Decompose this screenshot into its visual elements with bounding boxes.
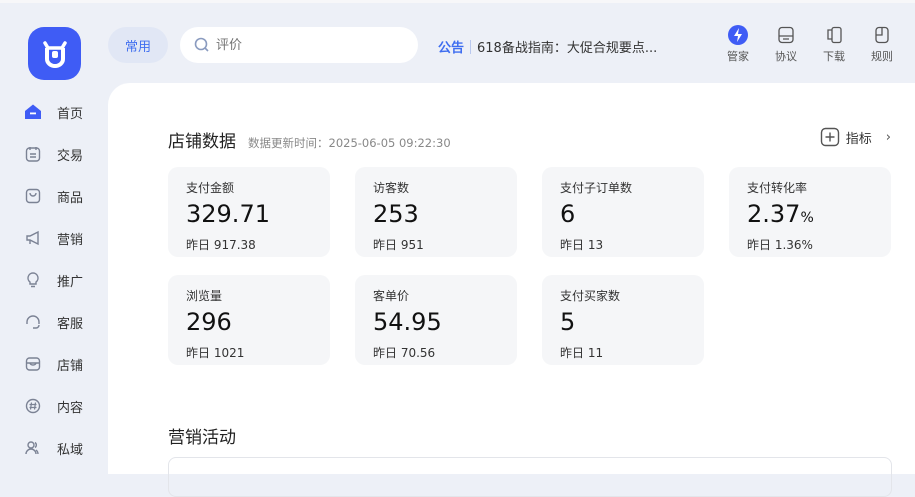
metric-number: 6	[560, 200, 576, 228]
metric-number: 5	[560, 308, 576, 336]
hash-icon	[24, 397, 42, 415]
sidebar-item-label: 商品	[57, 190, 84, 206]
metric-number: 253	[373, 200, 419, 228]
metric-yesterday: 昨日 70.56	[373, 346, 436, 360]
tool-button-1[interactable]: 协议	[769, 25, 803, 64]
notice-text[interactable]: 618备战指南：大促合规要点...	[477, 41, 658, 56]
marketing-panel	[168, 457, 892, 497]
metric-number: 329.71	[186, 200, 270, 228]
metric-value: 6	[560, 200, 686, 232]
metric-card[interactable]: 支付金额 329.71 昨日 917.38	[168, 167, 330, 257]
sidebar-item-3[interactable]: 营销	[0, 217, 108, 259]
sidebar-nav: 首页交易商品营销推广客服店铺内容私域	[0, 91, 108, 469]
metric-label: 支付子订单数	[560, 181, 633, 195]
metric-number: 296	[186, 308, 232, 336]
section-title: 店铺数据	[168, 132, 236, 152]
sidebar-item-5[interactable]: 客服	[0, 301, 108, 343]
metric-label: 客单价	[373, 289, 410, 303]
metric-card[interactable]: 支付子订单数 6 昨日 13	[542, 167, 704, 257]
metric-yesterday: 昨日 917.38	[186, 238, 256, 252]
sidebar-item-8[interactable]: 私域	[0, 427, 108, 469]
metric-number: 54.95	[373, 308, 442, 336]
rules-icon	[872, 25, 892, 45]
app-logo[interactable]	[28, 27, 81, 80]
plus-square-icon	[820, 127, 839, 147]
sidebar-item-1[interactable]: 交易	[0, 133, 108, 175]
sidebar-item-label: 私域	[57, 442, 84, 458]
tool-label: 规则	[871, 50, 893, 63]
megaphone-icon	[24, 229, 42, 247]
main-panel: 店铺数据 数据更新时间：2025-06-05 09:22:30 指标 › 支付金…	[108, 83, 915, 497]
marketing-title: 营销活动	[168, 428, 236, 448]
metric-value: 5	[560, 308, 686, 340]
metric-yesterday: 昨日 1.36%	[747, 238, 813, 252]
agreement-icon	[776, 25, 796, 45]
shop-icon	[24, 355, 42, 373]
metric-value: 296	[186, 308, 312, 340]
metric-value: 329.71	[186, 200, 312, 232]
metric-unit: %	[800, 210, 814, 226]
sidebar-item-label: 营销	[57, 232, 84, 248]
users-icon	[24, 439, 42, 457]
metric-label: 支付买家数	[560, 289, 621, 303]
metrics-button[interactable]: 指标 ›	[820, 127, 891, 147]
metric-yesterday: 昨日 1021	[186, 346, 245, 360]
metric-card[interactable]: 支付转化率 2.37% 昨日 1.36%	[729, 167, 891, 257]
chevron-right-icon: ›	[885, 129, 891, 145]
tool-button-3[interactable]: 规则	[865, 25, 899, 64]
notice-bar[interactable]: 公告 618备战指南：大促合规要点...	[438, 37, 657, 56]
sidebar-item-label: 首页	[57, 106, 84, 122]
bulb-icon	[24, 271, 42, 289]
tool-label: 管家	[727, 50, 749, 63]
search-box[interactable]	[180, 27, 418, 63]
metric-label: 浏览量	[186, 289, 223, 303]
metric-yesterday: 昨日 13	[560, 238, 604, 252]
metric-value: 253	[373, 200, 499, 232]
sidebar-item-4[interactable]: 推广	[0, 259, 108, 301]
sidebar-item-label: 交易	[57, 148, 84, 164]
divider	[470, 39, 472, 54]
metric-yesterday: 昨日 11	[560, 346, 604, 360]
sidebar-item-label: 推广	[57, 274, 84, 290]
sidebar-item-label: 店铺	[57, 358, 84, 374]
metric-label: 支付金额	[186, 181, 235, 195]
tool-label: 下载	[823, 50, 845, 63]
toolbar: 管家 协议 下载 规则	[721, 25, 899, 64]
order-icon	[24, 145, 42, 163]
sidebar-item-label: 内容	[57, 400, 84, 416]
bull-logo-icon	[42, 40, 67, 68]
search-icon	[194, 37, 209, 52]
sidebar-item-6[interactable]: 店铺	[0, 343, 108, 385]
metric-number: 2.37	[747, 200, 801, 228]
metric-card[interactable]: 访客数 253 昨日 951	[355, 167, 517, 257]
notice-tag: 公告	[438, 41, 465, 56]
metric-card[interactable]: 浏览量 296 昨日 1021	[168, 275, 330, 365]
bag-icon	[24, 187, 42, 205]
sidebar-item-2[interactable]: 商品	[0, 175, 108, 217]
home-icon	[24, 103, 42, 121]
tool-label: 协议	[775, 50, 797, 63]
headset-icon	[24, 313, 42, 331]
metric-value: 2.37%	[747, 200, 873, 232]
metric-card[interactable]: 客单价 54.95 昨日 70.56	[355, 275, 517, 365]
update-time: 数据更新时间：2025-06-05 09:22:30	[248, 136, 451, 150]
sidebar-item-label: 客服	[57, 316, 84, 332]
common-button[interactable]: 常用	[108, 27, 168, 63]
tool-button-0[interactable]: 管家	[721, 25, 755, 64]
metric-card[interactable]: 支付买家数 5 昨日 11	[542, 275, 704, 365]
metric-value: 54.95	[373, 308, 499, 340]
lightning-icon	[728, 25, 748, 45]
metrics-label: 指标	[845, 131, 872, 147]
store-data-header: 店铺数据 数据更新时间：2025-06-05 09:22:30	[168, 127, 451, 152]
tool-button-2[interactable]: 下载	[817, 25, 851, 64]
metric-yesterday: 昨日 951	[373, 238, 424, 252]
download-icon	[824, 25, 844, 45]
sidebar-item-7[interactable]: 内容	[0, 385, 108, 427]
metric-label: 访客数	[373, 181, 410, 195]
sidebar-item-0[interactable]: 首页	[0, 91, 108, 133]
metric-label: 支付转化率	[747, 181, 808, 195]
search-input[interactable]	[216, 37, 396, 53]
